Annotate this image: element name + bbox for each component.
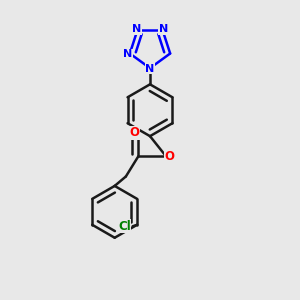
Text: N: N xyxy=(132,24,141,34)
Text: O: O xyxy=(129,126,139,139)
Text: N: N xyxy=(146,64,154,74)
Text: O: O xyxy=(165,150,175,163)
Text: N: N xyxy=(123,49,133,59)
Text: Cl: Cl xyxy=(118,220,131,233)
Text: N: N xyxy=(159,24,168,34)
